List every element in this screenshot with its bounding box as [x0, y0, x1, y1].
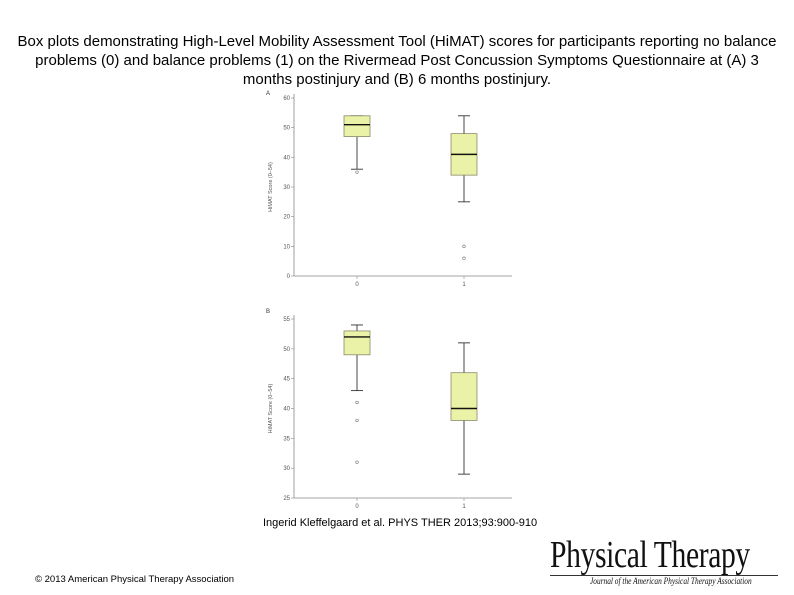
outlier-point — [462, 244, 466, 248]
y-tick-label: 0 — [287, 274, 291, 280]
y-tick-label: 45 — [283, 377, 290, 383]
x-tick-label: 0 — [355, 282, 359, 288]
y-tick-label: 10 — [283, 244, 290, 250]
y-axis-label: HiMAT Score (0–54) — [268, 384, 274, 434]
box-plot-b: B 25 30 35 40 45 50 55 HiMAT Score (0–54) 0 1 — [266, 309, 512, 510]
y-tick-label: 40 — [283, 155, 290, 161]
y-tick-label: 35 — [283, 436, 290, 442]
citation: Ingerid Kleffelgaard et al. PHYS THER 20… — [263, 517, 538, 529]
x-tick-label: 1 — [462, 504, 466, 510]
y-tick-label: 60 — [283, 96, 290, 102]
y-tick-label: 30 — [283, 185, 290, 191]
journal-logo: Physical Therapy Journal of the American… — [550, 535, 782, 591]
box-plot-a: A 0 10 20 30 40 50 60 HiMAT Score (0–54) 0 1 — [266, 91, 512, 288]
outlier-point — [355, 400, 359, 405]
panel-label: A — [266, 91, 270, 97]
logo-main-text: Physical Therapy — [550, 534, 750, 576]
y-tick-label: 25 — [283, 496, 290, 502]
copyright-notice: © 2013 American Physical Therapy Associa… — [35, 574, 235, 585]
y-tick-label: 50 — [283, 347, 290, 353]
y-tick-label: 40 — [283, 407, 290, 413]
outlier-point — [462, 256, 466, 260]
y-axis-label: HiMAT Score (0–54) — [268, 162, 274, 212]
y-tick-label: 20 — [283, 215, 290, 221]
outlier-point — [355, 418, 359, 423]
y-tick-label: 30 — [283, 466, 290, 472]
x-tick-label: 0 — [355, 504, 359, 510]
box-iqr — [343, 115, 371, 137]
outlier-point — [355, 460, 359, 464]
panel-label: B — [266, 309, 270, 315]
box-iqr — [343, 330, 371, 356]
x-tick-label: 1 — [462, 282, 466, 288]
outlier-point — [355, 170, 359, 174]
box-iqr — [450, 372, 478, 421]
slide-title: Box plots demonstrating High-Level Mobil… — [17, 33, 777, 88]
y-tick-label: 55 — [283, 317, 290, 323]
logo-subtitle: Journal of the American Physical Therapy… — [590, 576, 752, 586]
logo-rule — [550, 575, 778, 576]
y-tick-label: 50 — [283, 126, 290, 132]
